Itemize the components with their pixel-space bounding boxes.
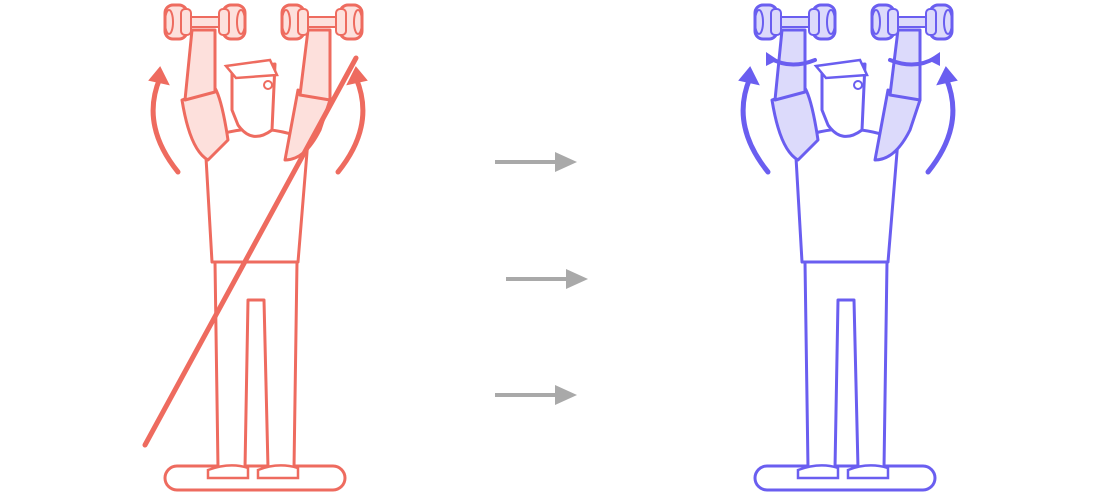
left-shoe <box>798 465 838 478</box>
arrowhead <box>766 52 778 66</box>
right-upper-arm <box>875 90 920 160</box>
floor-plate <box>755 466 935 490</box>
arrowhead <box>740 68 758 84</box>
rotation-arrow-icon <box>743 78 768 172</box>
rotation-arrow-icon <box>928 78 953 172</box>
right-shoe <box>258 465 298 478</box>
correct-form-figure <box>740 5 956 490</box>
incorrect-form-figure <box>145 5 366 490</box>
rotation-arrow-icon <box>338 78 363 172</box>
arrow-right-icon <box>495 385 577 405</box>
right-shoe <box>848 465 888 478</box>
left-shoe <box>208 465 248 478</box>
right-forearm <box>300 30 330 100</box>
transition-arrows <box>495 152 588 405</box>
rotation-arrow-icon <box>153 78 178 172</box>
arrowhead <box>938 68 956 84</box>
legs <box>805 262 887 468</box>
left-forearm <box>185 30 215 100</box>
arrowhead <box>150 68 168 84</box>
arrow-right-icon <box>506 269 588 289</box>
ear <box>264 81 272 89</box>
hair <box>226 60 277 78</box>
arrow-right-icon <box>495 152 577 172</box>
floor-plate <box>165 466 345 490</box>
arrowhead <box>928 52 940 66</box>
ear <box>854 81 862 89</box>
hair <box>816 60 867 78</box>
